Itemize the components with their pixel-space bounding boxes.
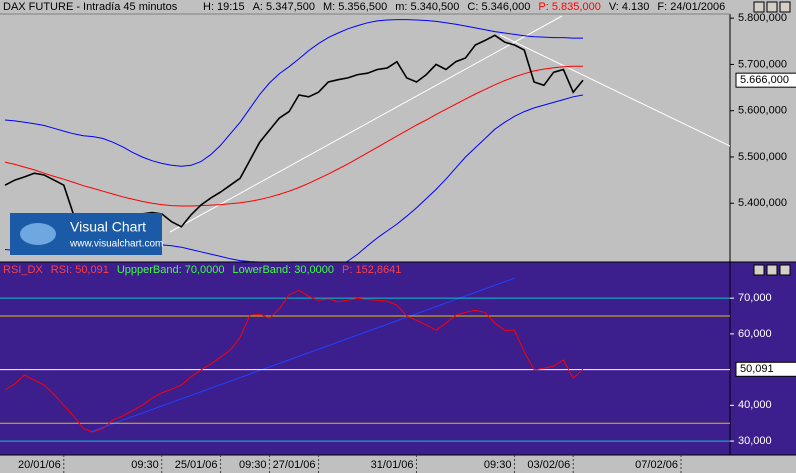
y-tick-label: 40,000	[738, 399, 772, 411]
header-stat: V: 4.130	[609, 1, 650, 13]
y-tick-label: 60,000	[738, 328, 772, 340]
y-tick-label: 30,000	[738, 435, 772, 447]
button[interactable]	[766, 264, 778, 276]
rsi-panel	[0, 262, 796, 455]
current-value-box	[735, 72, 796, 88]
rsi-plot	[0, 277, 730, 442]
current-value-box	[735, 361, 796, 377]
y-tick-label: 5.400,000	[738, 197, 787, 209]
logo-title: Visual Chart	[70, 219, 146, 235]
button[interactable]	[753, 264, 765, 276]
x-tick-label: 27/01/06	[273, 459, 316, 471]
x-tick-label: 07/02/06	[635, 459, 678, 471]
y-tick-label: 70,000	[738, 292, 772, 304]
window-buttons[interactable]	[753, 1, 791, 276]
current-value-label: 50,091	[740, 363, 774, 375]
button[interactable]	[779, 1, 791, 13]
header-stat: H: 19:15	[203, 1, 245, 13]
x-tick-label: 31/01/06	[371, 459, 414, 471]
y-tick-label: 5.800,000	[738, 12, 787, 24]
x-tick-label: 20/01/06	[18, 459, 61, 471]
header-stat: P: 5.835,000	[538, 1, 600, 13]
indicator-field: RSI: 50,091	[51, 264, 109, 276]
x-tick-label: 09:30	[484, 459, 512, 471]
logo-url: www.visualchart.com	[69, 239, 163, 250]
x-tick-label: 09:30	[131, 459, 159, 471]
series-line	[4, 289, 584, 433]
series-line	[4, 65, 583, 207]
trend-line	[499, 34, 730, 147]
button[interactable]	[779, 264, 791, 276]
header-stat: F: 24/01/2006	[657, 1, 725, 13]
header-stat: C: 5.346,000	[467, 1, 530, 13]
x-tick-label: 09:30	[239, 459, 267, 471]
y-tick-label: 5.500,000	[738, 151, 787, 163]
logo-icon	[20, 223, 56, 245]
indicator-field: UppperBand: 70,0000	[117, 264, 225, 276]
overlay: Visual Chart www.visualchart.com DAX FUT…	[3, 1, 796, 473]
header-stat: M: 5.356,500	[323, 1, 387, 13]
series-line	[4, 19, 583, 167]
button[interactable]	[753, 1, 765, 13]
indicator-field: RSI_DX	[3, 264, 43, 276]
trend-line	[169, 15, 563, 233]
indicator-field: LowerBand: 30,0000	[233, 264, 335, 276]
y-tick-label: 5.600,000	[738, 105, 787, 117]
x-tick-label: 03/02/06	[527, 459, 570, 471]
y-tick-label: 5.700,000	[738, 58, 787, 70]
trend-line	[89, 277, 516, 433]
header-stat: A: 5.347,500	[253, 1, 315, 13]
current-value-label: 5.666,000	[740, 74, 789, 86]
button[interactable]	[766, 1, 778, 13]
indicator-field: P: 152,8641	[342, 264, 401, 276]
x-tick-label: 25/01/06	[175, 459, 218, 471]
header-stat: m: 5.340,500	[395, 1, 459, 13]
chart-title: DAX FUTURE - Intradía 45 minutos	[3, 1, 178, 13]
